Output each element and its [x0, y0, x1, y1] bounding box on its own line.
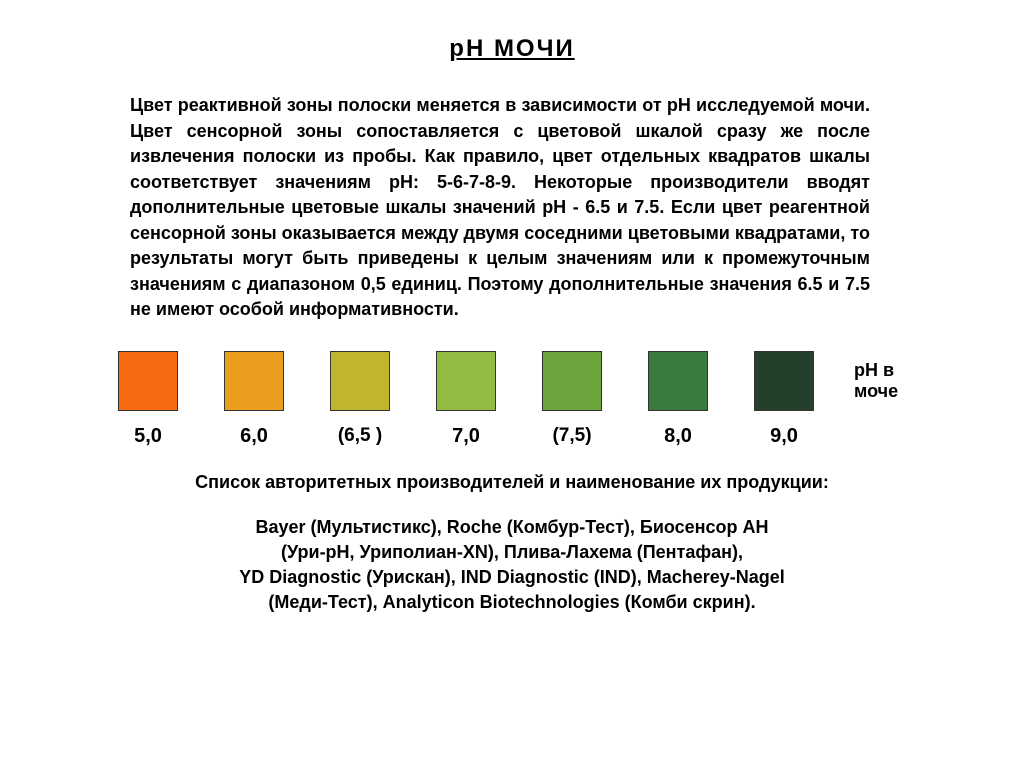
value-5-0: 5,0	[118, 425, 178, 448]
manufacturers-heading: Список авторитетных производителей и наи…	[90, 472, 934, 493]
manufacturers-line-3: YD Diagnostic (Урискан), IND Diagnostic …	[90, 565, 934, 590]
value-9-0: 9,0	[754, 425, 814, 448]
value-7-0: 7,0	[436, 425, 496, 448]
value-7-5: (7,5)	[542, 425, 602, 448]
swatch-8-0	[648, 351, 708, 411]
manufacturers-line-2: (Ури-рН, Уриполиан-XN), Плива-Лахема (Пе…	[90, 540, 934, 565]
color-swatches	[118, 351, 814, 411]
page-title: рН МОЧИ	[90, 35, 934, 63]
swatch-5-0	[118, 351, 178, 411]
value-6-0: 6,0	[224, 425, 284, 448]
swatch-7-0	[436, 351, 496, 411]
description-text: Цвет реактивной зоны полоски меняется в …	[130, 93, 870, 323]
swatch-6-5	[330, 351, 390, 411]
ph-values-row: 5,0 6,0 (6,5 ) 7,0 (7,5) 8,0 9,0	[118, 425, 934, 448]
value-8-0: 8,0	[648, 425, 708, 448]
swatch-6-0	[224, 351, 284, 411]
manufacturers-line-4: (Меди-Тест), Analyticon Biotechnologies …	[90, 590, 934, 615]
value-6-5: (6,5 )	[330, 425, 390, 448]
swatch-7-5	[542, 351, 602, 411]
manufacturers-line-1: Bayer (Мультистикс), Roche (Комбур-Тест)…	[90, 515, 934, 540]
swatch-9-0	[754, 351, 814, 411]
scale-caption: рН в моче	[854, 360, 934, 402]
manufacturers-list: Bayer (Мультистикс), Roche (Комбур-Тест)…	[90, 515, 934, 616]
ph-scale-row: рН в моче	[118, 351, 934, 411]
